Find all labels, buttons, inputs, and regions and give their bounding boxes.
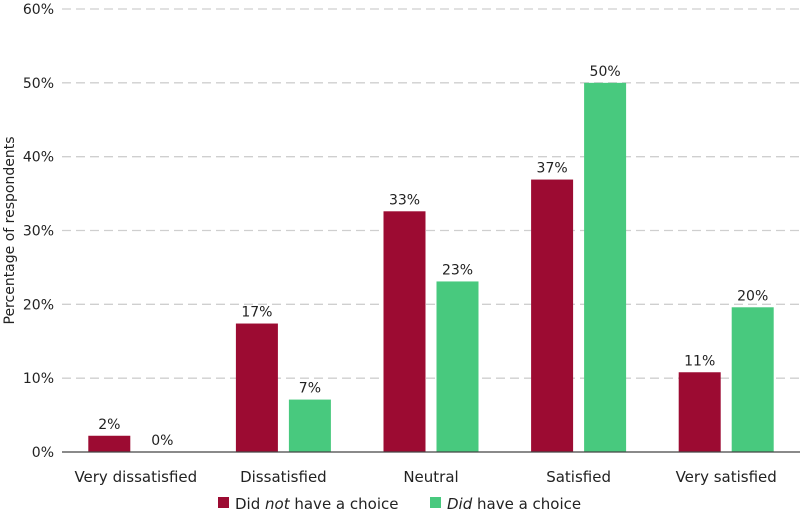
x-category-label: Very satisfied: [676, 468, 777, 486]
grid-layer: [62, 8, 800, 379]
data-label: 11%: [684, 353, 715, 369]
data-labels: 2% 0% 17% 7% 33% 23% 37% 50% 11% 20%: [98, 64, 768, 449]
x-category-label: Very dissatisfied: [74, 468, 197, 486]
legend-label-part: Did: [447, 495, 473, 513]
data-label: 17%: [241, 305, 272, 321]
data-label: 37%: [537, 161, 568, 177]
y-tick-label: 50%: [23, 76, 54, 92]
bar-had-choice: [288, 399, 331, 452]
legend-label-part: have a choice: [472, 495, 581, 513]
y-tick-label: 20%: [23, 297, 54, 313]
y-axis-tick-labels: 0% 10% 20% 30% 40% 50% 60%: [23, 2, 54, 461]
data-label: 2%: [98, 417, 120, 433]
bar-had-choice: [436, 281, 479, 452]
legend-swatch-no-choice: [218, 497, 229, 508]
bar-had-choice: [731, 307, 774, 452]
x-axis-category-labels: Very dissatisfied Dissatisfied Neutral Sati…: [74, 468, 776, 486]
bars: [88, 82, 774, 452]
x-category-label: Neutral: [403, 468, 458, 486]
bar-had-choice: [584, 82, 627, 452]
y-tick-label: 0%: [32, 445, 54, 461]
bar-no-choice: [383, 211, 426, 452]
data-label: 7%: [299, 381, 321, 397]
y-tick-label: 60%: [23, 2, 54, 18]
bar-no-choice: [235, 323, 278, 452]
legend-label-no-choice: Did not have a choice: [235, 495, 398, 513]
data-label: 50%: [590, 64, 621, 80]
legend-label-part: not: [265, 495, 291, 513]
y-tick-label: 30%: [23, 224, 54, 240]
x-category-label: Satisfied: [546, 468, 611, 486]
legend-swatch-had-choice: [430, 497, 441, 508]
legend-label-part: have a choice: [290, 495, 399, 513]
legend-label-had-choice: Did have a choice: [447, 495, 581, 513]
bar-no-choice: [531, 179, 574, 452]
y-tick-label: 40%: [23, 150, 54, 166]
data-label: 33%: [389, 192, 420, 208]
bar-no-choice: [88, 435, 131, 452]
legend: Did not have a choice Did have a choice: [218, 495, 581, 513]
bar-no-choice: [678, 372, 721, 452]
data-label: 23%: [442, 262, 473, 278]
y-tick-label: 10%: [23, 371, 54, 387]
y-axis-title: Percentage of respondents: [2, 137, 18, 325]
data-label: 0%: [151, 433, 173, 449]
legend-label-part: Did: [235, 495, 265, 513]
x-category-label: Dissatisfied: [240, 468, 327, 486]
data-label: 20%: [737, 288, 768, 304]
